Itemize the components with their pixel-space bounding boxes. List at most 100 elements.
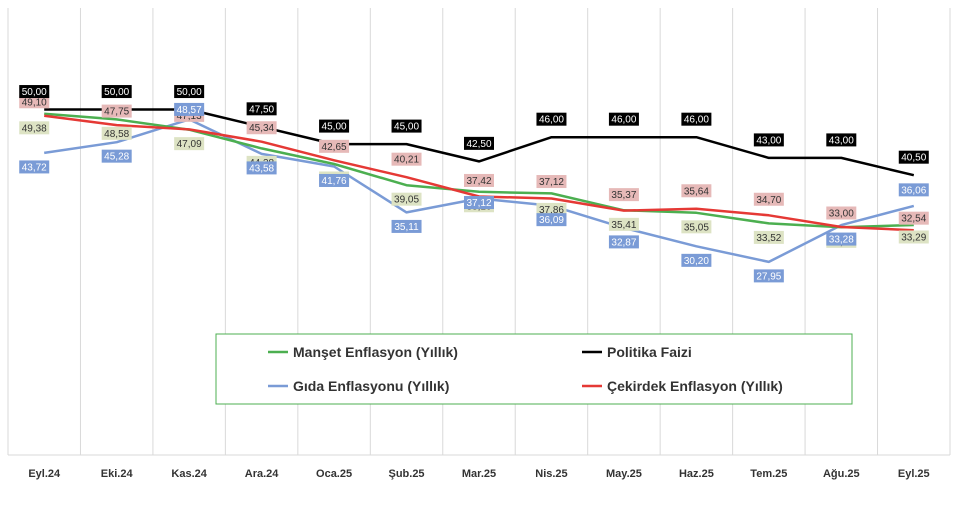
data-label-text: 33,52 bbox=[756, 233, 781, 244]
data-label-ekirdek-enflasyon-y-ll-k: 32,54 bbox=[898, 211, 929, 225]
x-tick-labels: Eyl.24 Eki.24 Kas.24 Ara.24 Oca.25 Şub.25 Mar.… bbox=[28, 468, 929, 480]
data-label-text: 35,11 bbox=[394, 222, 419, 233]
x-tick-label: May.25 bbox=[606, 468, 642, 480]
data-label-g-da-enflasyonu-y-ll-k: 45,28 bbox=[101, 149, 132, 163]
data-label-text: 49,38 bbox=[22, 123, 47, 134]
data-label-bg bbox=[391, 152, 422, 166]
x-tick-label: Kas.24 bbox=[171, 468, 207, 480]
series-line-ekirdek-enflasyon-y-ll-k bbox=[44, 114, 914, 232]
legend-label-man-et-enflasyon-y-ll-k: Manşet Enflasyon (Yıllık) bbox=[293, 344, 458, 360]
data-label-text: 36,06 bbox=[901, 185, 926, 196]
data-label-text: 32,87 bbox=[611, 237, 636, 248]
data-label-text: 50,00 bbox=[22, 87, 47, 98]
data-label-bg bbox=[464, 136, 494, 150]
data-label-text: 43,00 bbox=[829, 135, 854, 146]
data-label-g-da-enflasyonu-y-ll-k: 27,95 bbox=[753, 269, 784, 283]
data-label-ekirdek-enflasyon-y-ll-k: 37,42 bbox=[464, 173, 494, 187]
data-label-man-et-enflasyon-y-ll-k: 35,41 bbox=[608, 217, 639, 231]
data-label-man-et-enflasyon-y-ll-k: 39,05 bbox=[391, 192, 422, 206]
data-label-bg bbox=[101, 85, 132, 99]
data-label-bg bbox=[681, 184, 712, 198]
data-label-man-et-enflasyon-y-ll-k: 37,86 bbox=[536, 202, 567, 216]
data-label-bg bbox=[826, 206, 857, 220]
x-tick-label: Haz.25 bbox=[679, 468, 714, 480]
data-label-text: 42,65 bbox=[322, 142, 347, 153]
data-label-bg bbox=[536, 112, 567, 126]
data-label-bg bbox=[319, 173, 350, 187]
data-label-text: 37,12 bbox=[466, 198, 491, 209]
data-label-ekirdek-enflasyon-y-ll-k: 49,10 bbox=[19, 95, 50, 109]
data-label-bg bbox=[101, 104, 132, 118]
data-label-text: 32,54 bbox=[901, 214, 926, 225]
data-label-man-et-enflasyon-y-ll-k: 35,05 bbox=[681, 220, 712, 234]
data-label-g-da-enflasyonu-y-ll-k: 30,20 bbox=[681, 253, 712, 267]
data-label-g-da-enflasyonu-y-ll-k: 41,76 bbox=[319, 173, 350, 187]
data-label-bg bbox=[898, 230, 929, 244]
data-label-bg bbox=[898, 211, 929, 225]
data-label-text: 47,13 bbox=[177, 111, 202, 122]
data-label-text: 48,58 bbox=[104, 129, 129, 140]
data-label-ekirdek-enflasyon-y-ll-k: 35,37 bbox=[608, 188, 639, 202]
data-label-ekirdek-enflasyon-y-ll-k: 42,65 bbox=[319, 139, 350, 153]
legend-label-ekirdek-enflasyon-y-ll-k: Çekirdek Enflasyon (Yıllık) bbox=[607, 378, 783, 394]
data-label-text: 50,00 bbox=[104, 87, 129, 98]
data-label-ekirdek-enflasyon-y-ll-k: 47,75 bbox=[101, 104, 132, 118]
data-label-text: 30,20 bbox=[684, 256, 709, 267]
data-label-bg bbox=[19, 160, 50, 174]
data-label-politika-faizi: 46,00 bbox=[536, 112, 567, 126]
x-tick-label: Nis.25 bbox=[535, 468, 567, 480]
data-label-text: 47,50 bbox=[249, 104, 274, 115]
data-label-politika-faizi: 42,50 bbox=[464, 136, 494, 150]
data-label-bg bbox=[826, 232, 857, 246]
data-label-text: 40,50 bbox=[901, 153, 926, 164]
data-label-man-et-enflasyon-y-ll-k: 48,58 bbox=[101, 126, 132, 140]
data-labels: 49,3848,5847,0944,3842,1239,0538,1037,86… bbox=[19, 85, 929, 283]
x-tick-label: Mar.25 bbox=[462, 468, 496, 480]
data-label-text: 33,28 bbox=[829, 235, 854, 246]
data-label-politika-faizi: 50,00 bbox=[19, 85, 50, 99]
data-label-politika-faizi: 46,00 bbox=[608, 112, 639, 126]
data-label-ekirdek-enflasyon-y-ll-k: 45,34 bbox=[246, 121, 277, 135]
data-label-text: 49,10 bbox=[22, 97, 47, 108]
data-label-g-da-enflasyonu-y-ll-k: 43,72 bbox=[19, 160, 50, 174]
data-label-text: 45,00 bbox=[322, 122, 347, 133]
data-label-text: 43,72 bbox=[22, 162, 47, 173]
data-label-bg bbox=[391, 119, 422, 133]
data-label-bg bbox=[826, 133, 857, 147]
data-label-politika-faizi: 50,00 bbox=[101, 85, 132, 99]
data-label-text: 42,50 bbox=[466, 139, 491, 150]
data-label-text: 45,28 bbox=[104, 152, 129, 163]
data-label-man-et-enflasyon-y-ll-k: 49,38 bbox=[19, 121, 50, 135]
data-label-bg bbox=[608, 217, 639, 231]
data-label-bg bbox=[681, 253, 712, 267]
data-label-bg bbox=[898, 150, 929, 164]
data-label-bg bbox=[898, 183, 929, 197]
data-label-text: 34,70 bbox=[756, 195, 781, 206]
data-label-text: 27,95 bbox=[756, 271, 781, 282]
data-label-bg bbox=[174, 102, 205, 116]
data-label-bg bbox=[753, 269, 784, 283]
data-label-bg bbox=[101, 149, 132, 163]
data-label-text: 36,09 bbox=[539, 215, 564, 226]
data-label-bg bbox=[753, 133, 784, 147]
data-label-text: 33,29 bbox=[901, 232, 926, 243]
data-label-politika-faizi: 47,50 bbox=[246, 102, 277, 116]
data-label-bg bbox=[536, 175, 567, 189]
data-label-text: 45,00 bbox=[394, 122, 419, 133]
data-label-man-et-enflasyon-y-ll-k: 33,52 bbox=[753, 230, 784, 244]
legend: Manşet Enflasyon (Yıllık) Politika Faizi G… bbox=[215, 333, 853, 405]
x-tick-label: Eki.24 bbox=[101, 468, 134, 480]
data-label-text: 47,75 bbox=[104, 107, 129, 118]
data-label-bg bbox=[174, 85, 205, 99]
data-label-g-da-enflasyonu-y-ll-k: 36,06 bbox=[898, 183, 929, 197]
data-label-text: 45,34 bbox=[249, 123, 274, 134]
data-label-text: 41,76 bbox=[322, 176, 347, 187]
data-label-bg bbox=[391, 192, 422, 206]
data-label-g-da-enflasyonu-y-ll-k: 36,09 bbox=[536, 213, 567, 227]
data-label-text: 50,00 bbox=[177, 87, 202, 98]
x-tick-label: Ara.24 bbox=[245, 468, 280, 480]
data-label-text: 48,57 bbox=[177, 105, 202, 116]
gridlines bbox=[7, 8, 951, 455]
data-label-bg bbox=[753, 192, 784, 206]
data-label-text: 46,00 bbox=[684, 115, 709, 126]
